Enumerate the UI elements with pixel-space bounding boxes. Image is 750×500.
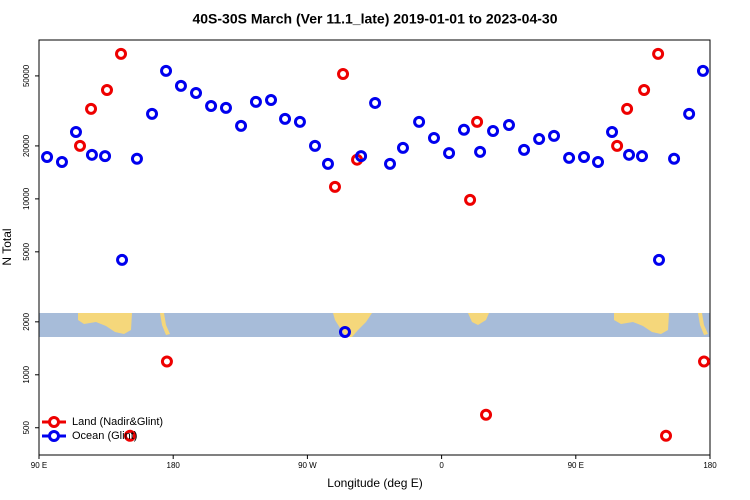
map-strip — [39, 313, 710, 337]
point — [249, 95, 262, 108]
y-tick-label: 500 — [22, 421, 31, 435]
point — [369, 96, 382, 109]
point — [74, 139, 87, 152]
x-tick-label: 0 — [439, 461, 444, 470]
point — [279, 112, 292, 125]
legend-label: Ocean (Glint) — [72, 430, 137, 442]
point — [502, 118, 515, 131]
point — [480, 408, 493, 421]
point — [668, 152, 681, 165]
y-tick-label: 20000 — [22, 134, 31, 157]
point — [457, 123, 470, 136]
point — [636, 150, 649, 163]
point — [41, 150, 54, 163]
point — [471, 115, 484, 128]
point — [116, 253, 129, 266]
x-axis-label: Longitude (deg E) — [327, 476, 422, 490]
x-tick-label: 180 — [703, 461, 717, 470]
point — [427, 131, 440, 144]
y-tick-label: 2000 — [22, 312, 31, 330]
point — [660, 429, 673, 442]
point — [533, 132, 546, 145]
point — [205, 100, 218, 113]
point — [413, 115, 426, 128]
x-tick-label: 90 W — [298, 461, 317, 470]
point — [309, 139, 322, 152]
point — [337, 67, 350, 80]
legend-label: Land (Nadir&Glint) — [72, 416, 163, 428]
point — [130, 152, 143, 165]
point — [653, 253, 666, 266]
point — [396, 141, 409, 154]
point — [696, 64, 709, 77]
point — [235, 119, 248, 132]
point — [592, 156, 605, 169]
point — [99, 150, 112, 163]
point — [100, 83, 113, 96]
point — [321, 157, 334, 170]
point — [563, 151, 576, 164]
point — [115, 47, 128, 60]
point — [698, 355, 711, 368]
point — [146, 107, 159, 120]
point — [474, 145, 487, 158]
point — [638, 83, 651, 96]
x-tick-label: 90 E — [568, 461, 584, 470]
point — [683, 107, 696, 120]
point — [518, 143, 531, 156]
y-axis-label: N Total — [0, 228, 14, 265]
x-tick-label: 90 E — [31, 461, 47, 470]
point — [355, 150, 368, 163]
point — [160, 64, 173, 77]
y-tick-label: 1000 — [22, 365, 31, 383]
y-tick-label: 50000 — [22, 64, 31, 87]
point — [578, 150, 591, 163]
point — [190, 86, 203, 99]
point — [85, 148, 98, 161]
point — [606, 125, 619, 138]
point — [548, 129, 561, 142]
x-tick-label: 180 — [167, 461, 181, 470]
point — [160, 355, 173, 368]
point — [384, 157, 397, 170]
point — [328, 180, 341, 193]
point — [652, 47, 665, 60]
point — [623, 148, 636, 161]
chart-title: 40S-30S March (Ver 11.1_late) 2019-01-01… — [192, 11, 557, 27]
point — [293, 115, 306, 128]
point — [464, 193, 477, 206]
y-tick-label: 5000 — [22, 242, 31, 260]
point — [338, 326, 351, 339]
point — [265, 93, 278, 106]
point — [174, 79, 187, 92]
plot-frame — [38, 39, 711, 456]
legend-marker — [48, 430, 60, 442]
point — [85, 102, 98, 115]
y-tick-label: 10000 — [22, 187, 31, 210]
point — [487, 125, 500, 138]
point — [219, 101, 232, 114]
point — [123, 429, 136, 442]
point — [443, 147, 456, 160]
point — [69, 125, 82, 138]
point — [611, 139, 624, 152]
point — [621, 102, 634, 115]
point — [55, 156, 68, 169]
legend-marker — [48, 416, 60, 428]
